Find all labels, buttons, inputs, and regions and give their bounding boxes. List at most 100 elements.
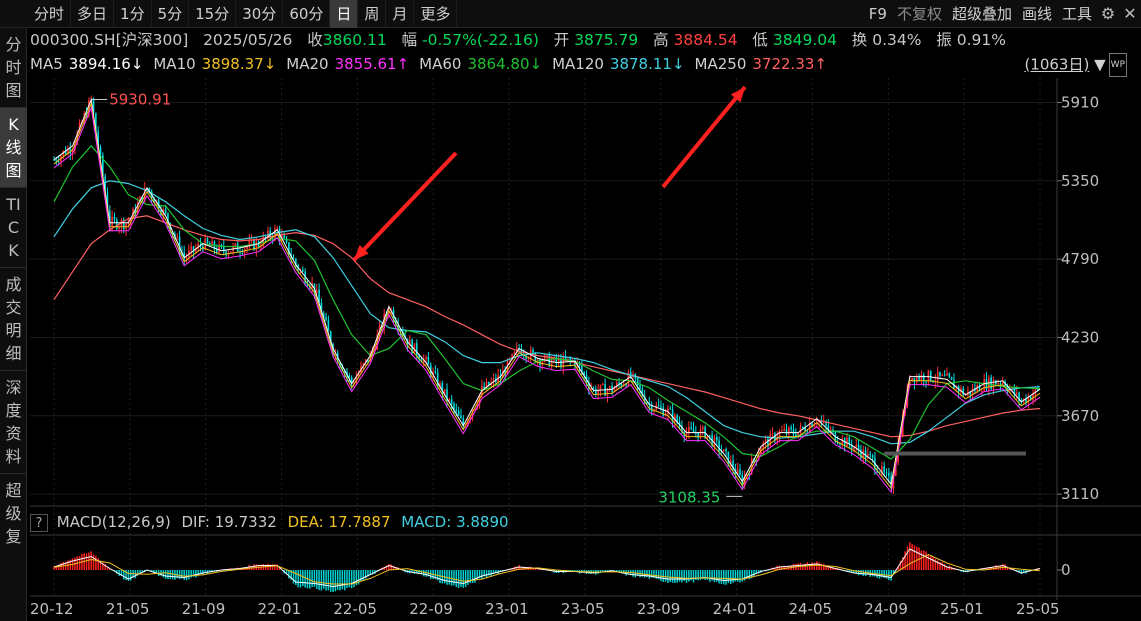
candle-body xyxy=(911,378,913,381)
candle-body xyxy=(436,372,439,387)
candle-body xyxy=(1001,381,1004,385)
sidebar-item-2[interactable]: TICK xyxy=(0,188,27,268)
candle-body xyxy=(129,218,132,224)
candle-body xyxy=(920,374,923,380)
candle-body xyxy=(962,388,965,396)
top-toolbar: 分时 多日 1分 5分 15分 30分 60分日周月更多 F9 不复权 超级叠加 画线 工具… xyxy=(0,0,1141,28)
candle-body xyxy=(732,460,734,470)
wp-icon[interactable]: WP xyxy=(1108,53,1127,77)
period-tab-1[interactable]: 多日 xyxy=(71,0,115,28)
candle-body xyxy=(341,366,344,372)
period-tab-5[interactable]: 30分 xyxy=(236,0,284,28)
candle-body xyxy=(457,410,460,416)
no-adjust-button[interactable]: 不复权 xyxy=(896,5,942,23)
dropdown-arrow-icon[interactable]: ▼ xyxy=(1094,55,1106,74)
tools-button[interactable]: 工具 xyxy=(1061,5,1092,23)
f9-button[interactable]: F9 xyxy=(868,5,887,23)
candle-body xyxy=(715,437,718,441)
candle-body xyxy=(739,469,741,475)
period-tabs: 分时 多日 1分 5分 15分 30分 60分日周月更多 xyxy=(28,0,458,28)
period-count[interactable]: (1063日) ▼ WP xyxy=(1024,53,1127,77)
period-tab-0[interactable]: 分时 xyxy=(28,0,72,28)
candle-body xyxy=(115,219,118,229)
super-overlay-button[interactable]: 超级叠加 xyxy=(951,5,1012,23)
candle-body xyxy=(567,358,569,360)
candle-body xyxy=(264,236,267,238)
candle-body xyxy=(832,429,834,432)
candle-body xyxy=(590,388,592,390)
candle-body xyxy=(888,473,890,476)
period-tab-3[interactable]: 5分 xyxy=(152,0,190,28)
candle-body xyxy=(939,371,941,376)
candle-body xyxy=(102,155,104,177)
x-tick-label: 23-01 xyxy=(485,600,529,618)
candle-body xyxy=(662,407,665,416)
sidebar-item-5[interactable]: 超级复 xyxy=(5,481,22,546)
candle-body xyxy=(778,430,781,438)
candle-body xyxy=(343,371,346,373)
period-tab-6[interactable]: 60分 xyxy=(283,0,331,28)
high-label: 高 xyxy=(653,31,669,49)
candle-body xyxy=(422,359,425,363)
candle-body xyxy=(697,433,699,438)
candle-body xyxy=(764,439,767,443)
close-label: 收 xyxy=(307,31,323,49)
candle-body xyxy=(206,238,209,244)
arrow-up-head xyxy=(730,87,745,103)
candle-body xyxy=(492,378,495,382)
ma-legend-name-3: MA60 xyxy=(419,55,462,73)
candle-body xyxy=(971,388,974,396)
candle-body xyxy=(1011,387,1013,389)
sidebar-item-1[interactable]: K线图 xyxy=(0,108,27,188)
candle-body xyxy=(439,383,441,387)
candle-body xyxy=(53,159,55,161)
period-tab-4[interactable]: 15分 xyxy=(189,0,237,28)
candle-body xyxy=(592,388,595,390)
help-icon[interactable]: ? xyxy=(30,513,48,532)
period-tab-2[interactable]: 1分 xyxy=(114,0,152,28)
candle-body xyxy=(799,426,802,433)
x-tick-label: 22-09 xyxy=(409,600,453,618)
sidebar-item-0[interactable]: 分时图 xyxy=(0,28,27,108)
sidebar-item-3[interactable]: 成交明细 xyxy=(0,268,27,371)
draw-line-button[interactable]: 画线 xyxy=(1021,5,1052,23)
candle-body xyxy=(281,235,283,239)
candle-body xyxy=(178,236,181,253)
close-icon[interactable]: ✕ xyxy=(1123,4,1137,23)
candle-body xyxy=(406,338,409,347)
x-tick-label: 24-09 xyxy=(864,600,908,618)
candle-body xyxy=(532,349,534,353)
candle-body xyxy=(550,360,553,367)
candle-body xyxy=(57,161,60,163)
turnover-label: 换 xyxy=(851,31,868,49)
gear-icon[interactable]: ⚙ xyxy=(1100,4,1116,23)
candle-body xyxy=(383,313,386,329)
candle-body xyxy=(867,453,869,459)
candle-body xyxy=(462,418,465,426)
period-tab-10[interactable]: 更多 xyxy=(414,0,458,28)
period-tab-9[interactable]: 月 xyxy=(386,0,415,28)
arrow-down-head xyxy=(354,245,369,260)
candle-body xyxy=(1018,392,1020,401)
candle-body xyxy=(374,349,376,351)
candle-body xyxy=(757,454,760,461)
candle-body xyxy=(246,246,248,249)
ma-legend-value-4: 3878.11↓ xyxy=(609,55,685,73)
candle-body xyxy=(153,198,155,203)
candle-body xyxy=(895,462,897,476)
candle-body xyxy=(767,439,769,447)
candle-body xyxy=(71,150,74,154)
candle-body xyxy=(636,378,639,385)
sidebar-item-4[interactable]: 深度资料 xyxy=(0,371,27,474)
period-tab-7[interactable]: 日 xyxy=(330,0,359,28)
y-tick-label: 5910 xyxy=(1061,93,1099,111)
candle-body xyxy=(415,343,418,356)
candle-body xyxy=(546,354,548,356)
candle-body xyxy=(69,148,72,154)
security-code: 000300.SH[沪深300] xyxy=(30,31,189,49)
period-tab-8[interactable]: 周 xyxy=(358,0,387,28)
ma-legend-value-3: 3864.80↓ xyxy=(467,55,543,73)
candle-body xyxy=(857,444,860,451)
candle-body xyxy=(506,360,509,375)
